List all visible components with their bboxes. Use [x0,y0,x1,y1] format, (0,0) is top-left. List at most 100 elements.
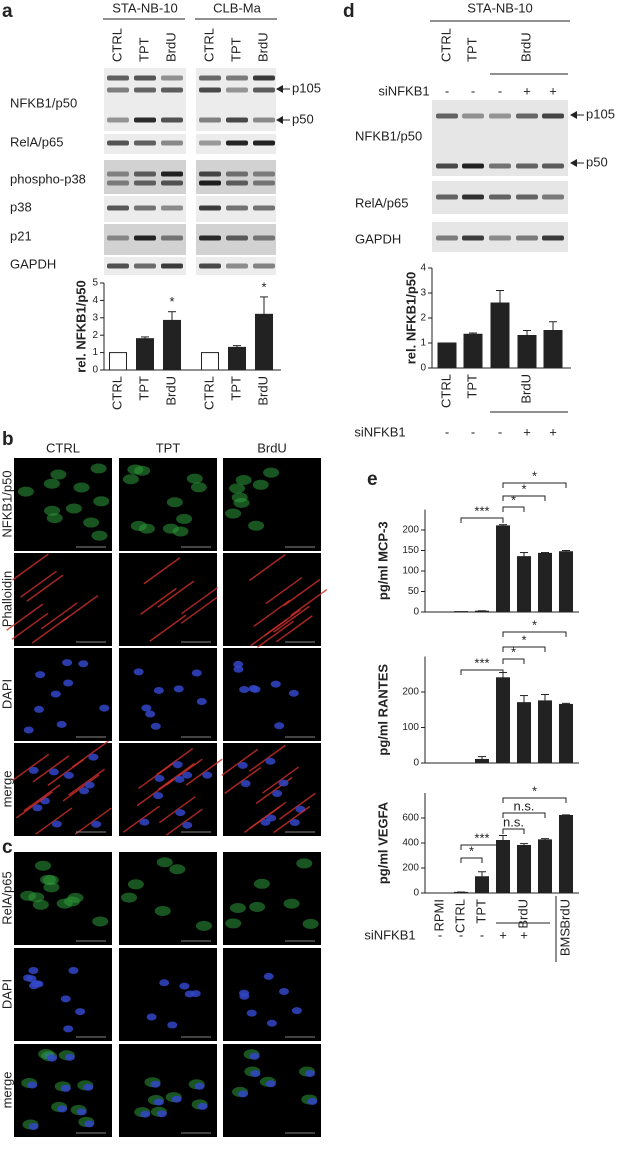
bar [559,703,573,764]
bracket [502,495,546,501]
sirna-sign: + [523,83,531,98]
bar [163,319,181,371]
panel-label: d [343,1,355,22]
band [489,194,511,200]
fiber [61,595,99,623]
micrograph-content [122,464,207,537]
band [253,87,275,93]
micrograph [14,948,112,1041]
micrograph-content [20,860,109,927]
x-tick-label: CTRL [452,899,467,933]
arrow-head [570,111,577,119]
fiber [139,587,177,616]
band [489,163,511,169]
row-label: phospho-p38 [10,171,86,186]
band [161,235,183,241]
panel-label: b [2,429,14,450]
fiber [165,808,203,836]
nucleus [237,761,248,769]
nucleus [146,1013,157,1021]
sirna-sign: + [499,927,507,942]
nucleus [153,1098,164,1106]
bracket-label: *** [474,655,489,670]
nucleus [91,820,102,828]
cell-signal [235,475,252,486]
y-tick-label: 0 [413,607,419,618]
fiber [47,758,85,786]
row-label: DAPI [0,979,14,1009]
bracket [502,658,525,664]
band [107,75,129,81]
bracket-label: * [521,481,526,496]
cell-signal [154,905,171,916]
nucleus [79,787,90,795]
nucleus [295,805,306,813]
band [134,75,156,81]
lane-label: CTRL [201,28,216,62]
fiber [265,576,303,605]
nucleus [51,820,62,828]
fiber [264,608,301,637]
band [107,263,129,269]
band [516,235,538,241]
band [107,117,129,123]
nucleus [270,680,281,688]
cell-signal [263,467,280,478]
fiber [262,766,300,794]
nucleus [240,779,251,787]
fiber [248,744,286,772]
band [107,140,129,146]
y-tick-label: 4 [420,263,426,274]
arrow-label: p50 [586,154,608,169]
nucleus [288,689,299,697]
y-axis-label: pg/ml RANTES [375,664,390,756]
band [199,75,221,81]
nucleus [34,705,45,713]
nucleus [250,1070,261,1078]
nucleus [263,972,274,980]
band [134,87,156,93]
cell-signal [40,874,57,885]
row-label: RelA/p65 [0,871,14,924]
cell-signal [225,918,242,929]
nucleus [239,989,250,997]
bar [538,839,552,894]
row-label: RelA/p65 [355,195,408,210]
bracket [502,482,567,488]
nucleus [32,804,43,812]
nucleus [30,980,41,988]
cell-signal [225,508,242,519]
cell-signal [92,916,109,927]
sirna-sign: + [549,83,557,98]
cell-signal [83,517,100,528]
x-tick-label: BrdU [163,376,178,406]
bar [463,333,483,369]
fiber [273,805,311,834]
nucleus [278,779,289,787]
bar [559,551,573,613]
bar [559,815,573,894]
cell-signal [302,918,319,929]
panel-label: c [2,837,13,858]
panel-label: e [367,469,378,490]
micrograph-content [225,858,319,929]
row-label: RelA/p65 [10,134,63,149]
sirna-label: siNFKB1 [354,424,405,439]
nucleus [272,789,283,797]
bar [228,346,246,371]
nucleus [56,720,67,728]
cell-signal [90,463,107,474]
band [199,205,221,211]
y-tick-label: 200 [402,687,419,698]
nucleus [50,690,61,698]
bracket-label: * [532,468,537,483]
cell-signal [28,892,45,903]
bracket [502,797,567,803]
nucleus [133,668,144,676]
nucleus [246,1009,257,1017]
micrograph [119,648,217,741]
band [161,180,183,186]
band [436,163,458,169]
nucleus [78,660,89,668]
cell-line: CLB-Ma [213,0,261,15]
